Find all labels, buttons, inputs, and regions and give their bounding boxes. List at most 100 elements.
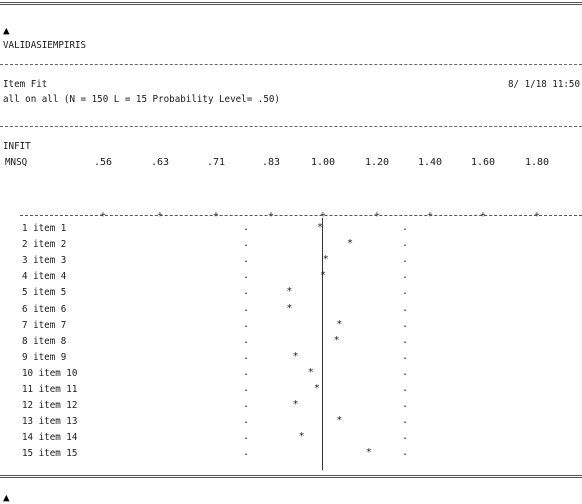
axis-tick-label: .71	[206, 157, 226, 168]
item-label: 5 item 5	[22, 287, 67, 299]
bottom-separator	[0, 475, 582, 478]
report-subtitle: all on all (N = 150 L = 15 Probability L…	[3, 94, 280, 105]
axis-tick-label: 1.60	[470, 157, 496, 168]
axis-tick-mark: +	[100, 210, 106, 220]
item-label: 11 item 11	[22, 384, 78, 395]
axis-tick-label: 1.40	[417, 157, 443, 168]
upper-bound-dot: .	[402, 286, 409, 298]
item-label: 8 item 8	[22, 335, 67, 347]
fit-point: *	[322, 254, 329, 266]
upper-bound-dot: .	[402, 415, 409, 427]
fit-point: *	[320, 270, 327, 282]
item-row: 8 item 8.. *	[0, 335, 582, 349]
lower-bound-dot: .	[243, 270, 250, 282]
upper-bound-dot: .	[402, 447, 409, 459]
item-row: 9 item 9.. *	[0, 351, 582, 365]
item-label: 2 item 2	[22, 239, 67, 251]
item-row: 5 item 5.. *	[0, 286, 582, 300]
fit-point: *	[336, 415, 343, 427]
upper-bound-dot: .	[402, 270, 409, 282]
item-row: 15 item 15.. *	[0, 447, 582, 461]
top-separator	[0, 2, 582, 5]
item-row: 2 item 2.. *	[0, 238, 582, 252]
lower-bound-dot: .	[243, 350, 250, 362]
lower-bound-dot: .	[243, 334, 250, 346]
upper-bound-dot: .	[402, 238, 409, 250]
report-datetime: 8/ 1/18 11:50	[508, 79, 581, 90]
axis-tick-label: 1.20	[364, 157, 390, 168]
lower-bound-dot: .	[243, 254, 250, 266]
axis-tick-label: 1.00	[310, 157, 336, 168]
item-label: 9 item 9	[22, 351, 67, 363]
upper-bound-dot: .	[402, 254, 409, 266]
item-label: 6 item 6	[22, 303, 67, 315]
axis-tick-mark: +	[320, 210, 326, 220]
item-label: 10 item 10	[22, 367, 78, 379]
axis-tick-label: 1.80	[524, 157, 550, 168]
fit-point: *	[307, 366, 314, 378]
axis-tick-mark: +	[157, 210, 163, 220]
fit-point: *	[286, 286, 293, 298]
axis-tick-mark: +	[213, 210, 219, 220]
lower-bound-dot: .	[243, 302, 250, 314]
axis-tick-label: .56	[93, 157, 113, 168]
lower-bound-dot: .	[243, 447, 250, 459]
item-row: 4 item 4.. *	[0, 270, 582, 284]
axis-tick-mark: +	[480, 210, 486, 220]
report-title: VALIDASIEMPIRIS	[3, 40, 87, 51]
title-separator	[0, 64, 582, 65]
axis-tick-label: .83	[261, 157, 281, 168]
fit-point: *	[292, 350, 299, 362]
scroll-up-arrow-icon-bottom[interactable]: ▲	[3, 491, 10, 504]
item-label: 13 item 13	[22, 416, 78, 428]
lower-bound-dot: .	[243, 383, 250, 394]
upper-bound-dot: .	[402, 334, 409, 346]
item-label: 7 item 7	[22, 319, 67, 331]
item-row: 11 item 11.. *	[0, 383, 582, 397]
item-label: 3 item 3	[22, 255, 67, 267]
lower-bound-dot: .	[243, 415, 250, 427]
lower-bound-dot: .	[243, 238, 250, 250]
lower-bound-dot: .	[243, 286, 250, 298]
upper-bound-dot: .	[402, 318, 409, 330]
item-row: 14 item 14.. *	[0, 431, 582, 445]
axis-tick-label: .63	[150, 157, 170, 168]
upper-bound-dot: .	[402, 350, 409, 362]
scroll-up-arrow-icon[interactable]: ▲	[3, 24, 10, 37]
fit-point: *	[316, 222, 323, 233]
item-row: 3 item 3.. *	[0, 254, 582, 268]
axis-tick-mark: +	[268, 210, 274, 220]
axis-tick-mark: +	[374, 210, 380, 220]
fit-point: *	[333, 334, 340, 346]
lower-bound-dot: .	[243, 399, 250, 411]
item-label: 1 item 1	[22, 223, 67, 234]
axis-tick-mark: +	[534, 210, 540, 220]
upper-bound-dot: .	[402, 383, 409, 394]
upper-bound-dot: .	[402, 366, 409, 378]
item-row: 7 item 7.. *	[0, 319, 582, 333]
fit-point: *	[347, 238, 354, 250]
item-row: 1 item 1.. *	[0, 222, 582, 236]
fit-point: *	[313, 383, 320, 394]
axis-label-mnsq: MNSQ	[5, 157, 28, 168]
upper-bound-dot: .	[402, 399, 409, 411]
fit-point: *	[298, 431, 305, 443]
item-row: 6 item 6.. *	[0, 303, 582, 317]
fit-point: *	[336, 318, 343, 330]
fit-point: *	[365, 447, 372, 459]
upper-bound-dot: .	[402, 302, 409, 314]
upper-bound-dot: .	[402, 431, 409, 443]
lower-bound-dot: .	[243, 318, 250, 330]
item-row: 13 item 13.. *	[0, 415, 582, 429]
axis-tick-mark: +	[427, 210, 433, 220]
lower-bound-dot: .	[243, 431, 250, 443]
report-name: Item Fit	[3, 79, 48, 90]
axis-label-infit: INFIT	[3, 141, 31, 152]
axis-line	[20, 215, 582, 216]
reference-line-1.00	[322, 218, 323, 470]
item-row: 10 item 10.. *	[0, 367, 582, 381]
fit-point: *	[292, 399, 299, 411]
item-label: 12 item 12	[22, 400, 78, 412]
item-row: 12 item 12.. *	[0, 399, 582, 413]
lower-bound-dot: .	[243, 366, 250, 378]
